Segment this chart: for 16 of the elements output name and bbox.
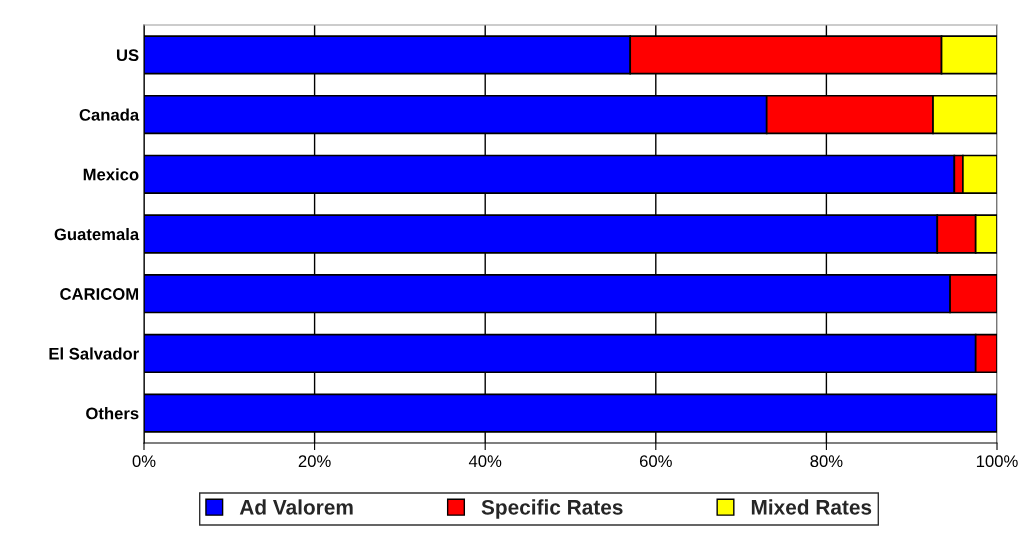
x-tick-label: 20% — [298, 455, 331, 468]
x-tick-label: 100% — [976, 455, 1018, 468]
y-tick-label: Guatemala — [54, 227, 140, 241]
y-tick-label: Canada — [79, 108, 140, 121]
y-tick-label: El Salvador — [49, 347, 139, 360]
y-tick-label: Mexico — [83, 168, 139, 181]
legend-label: Ad Valorem — [239, 499, 353, 515]
x-tick-label: 80% — [810, 455, 843, 468]
x-tick-label: 40% — [468, 455, 502, 468]
x-tick-label: 0% — [132, 455, 156, 468]
legend-label: Mixed Rates — [751, 499, 872, 515]
y-tick-label: US — [116, 49, 139, 62]
y-tick-label: CARICOM — [60, 288, 139, 300]
y-tick-label: Others — [86, 407, 139, 420]
legend-label: Specific Rates — [481, 499, 623, 519]
x-tick-label: 60% — [639, 455, 672, 468]
